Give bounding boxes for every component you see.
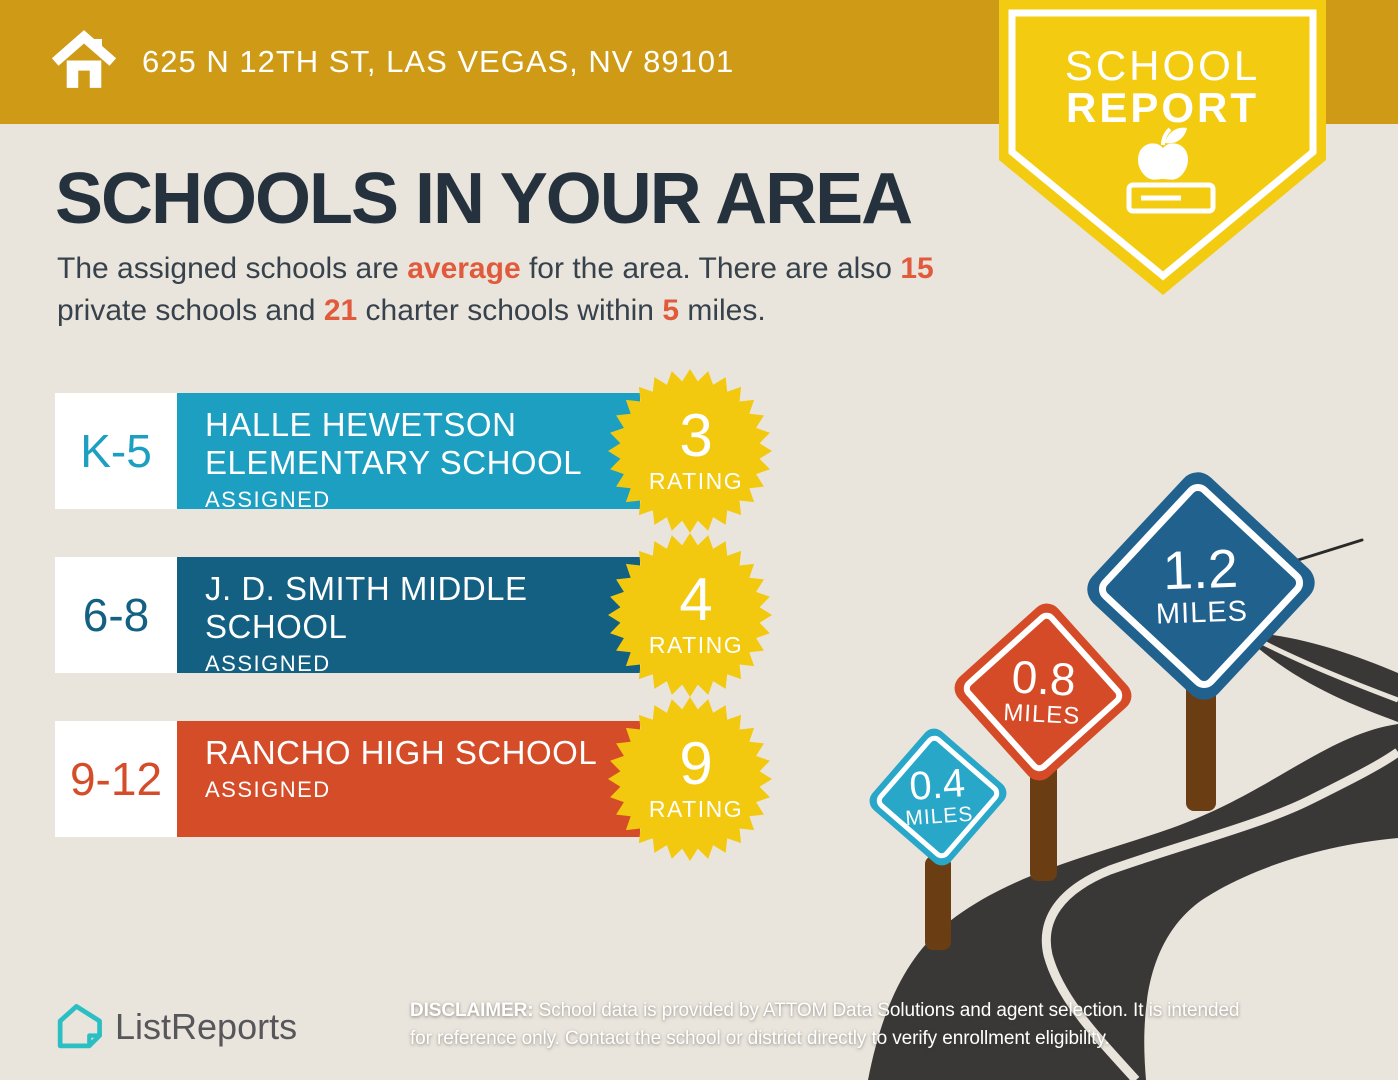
home-icon [51,30,117,88]
starburst-shape [608,533,772,697]
school-name: RANCHO HIGH SCHOOL [205,734,598,771]
disclaimer-text: DISCLAIMER: School data is provided by A… [410,1000,1240,1049]
intro-highlight-private-count: 15 [900,252,934,285]
intro-text: charter schools within [357,294,663,327]
distance-sign-0-4-miles: 0.4 MILES [864,723,1012,871]
sign-unit: MILES [1155,594,1249,631]
road-body [868,724,1398,1080]
rating-value: 3 [679,402,713,469]
starburst-shape [608,697,772,861]
distance-sign-1-2-miles: 1.2 MILES [1079,464,1323,708]
intro-highlight-average: average [407,252,521,285]
sign-post-04 [925,856,951,950]
disclaimer-label: DISCLAIMER: [410,1000,534,1021]
school-name: J. D. SMITH MIDDLE SCHOOL [205,570,528,645]
school-row-elementary: K-5 HALLE HEWETSON ELEMENTARY SCHOOL ASS… [55,393,640,512]
grade-range: 9-12 [55,721,177,837]
page-title: SCHOOLS IN YOUR AREA [55,159,913,239]
intro-highlight-radius: 5 [662,294,680,327]
road-upper-band-line [1256,637,1398,703]
distance-sign-0-8-miles: 0.8 MILES [948,597,1138,787]
ribbon-title-line1: SCHOOL [1064,42,1261,89]
listreports-logo-icon [57,1004,102,1049]
school-bar: RANCHO HIGH SCHOOL ASSIGNED [177,721,640,837]
sign-unit: MILES [904,802,975,831]
assigned-label: ASSIGNED [205,777,331,802]
sign-distance: 0.8 [1010,650,1078,706]
road-center-line [1041,748,1398,1080]
apple-on-book-icon [1126,127,1216,214]
intro-text: for the area. There are also [520,252,901,285]
intro-highlight-charter-count: 21 [323,294,358,327]
rating-label: RATING [648,468,744,494]
road-upper-band [1240,632,1398,722]
rating-badge-high: 9 RATING [608,697,772,861]
road-distant-line [1296,538,1364,562]
school-report-ribbon: SCHOOL REPORT [999,0,1326,300]
intro-text: The assigned schools are [57,252,408,285]
rating-badge-middle: 4 RATING [608,533,772,697]
intro-text: private schools and [57,294,324,327]
school-row-high: 9-12 RANCHO HIGH SCHOOL ASSIGNED [55,721,640,837]
property-address: 625 N 12TH ST, LAS VEGAS, NV 89101 [142,44,735,79]
grade-range: 6-8 [55,557,177,673]
rating-value: 9 [679,730,713,797]
listreports-brand: ListReports [55,1002,297,1052]
rating-badge-elementary: 3 RATING [608,369,772,533]
school-name: HALLE HEWETSON ELEMENTARY SCHOOL [205,406,583,481]
sign-distance: 1.2 [1161,538,1239,601]
school-bar: J. D. SMITH MIDDLE SCHOOL ASSIGNED [177,557,640,676]
school-bar: HALLE HEWETSON ELEMENTARY SCHOOL ASSIGNE… [177,393,640,512]
sign-distance: 0.4 [907,761,967,809]
starburst-shape [608,369,772,533]
intro-text: miles. [679,294,766,327]
intro-paragraph: The assigned schools are average for the… [57,248,1007,332]
rating-label: RATING [648,632,744,658]
grade-range: K-5 [55,393,177,509]
ribbon-title-line2: REPORT [1065,84,1259,131]
rating-value: 4 [679,566,713,633]
rating-label: RATING [648,796,744,822]
brand-name: ListReports [115,1006,298,1047]
assigned-label: ASSIGNED [205,651,331,676]
school-row-middle: 6-8 J. D. SMITH MIDDLE SCHOOL ASSIGNED [55,557,640,676]
sign-unit: MILES [1002,698,1081,730]
assigned-label: ASSIGNED [205,487,331,512]
